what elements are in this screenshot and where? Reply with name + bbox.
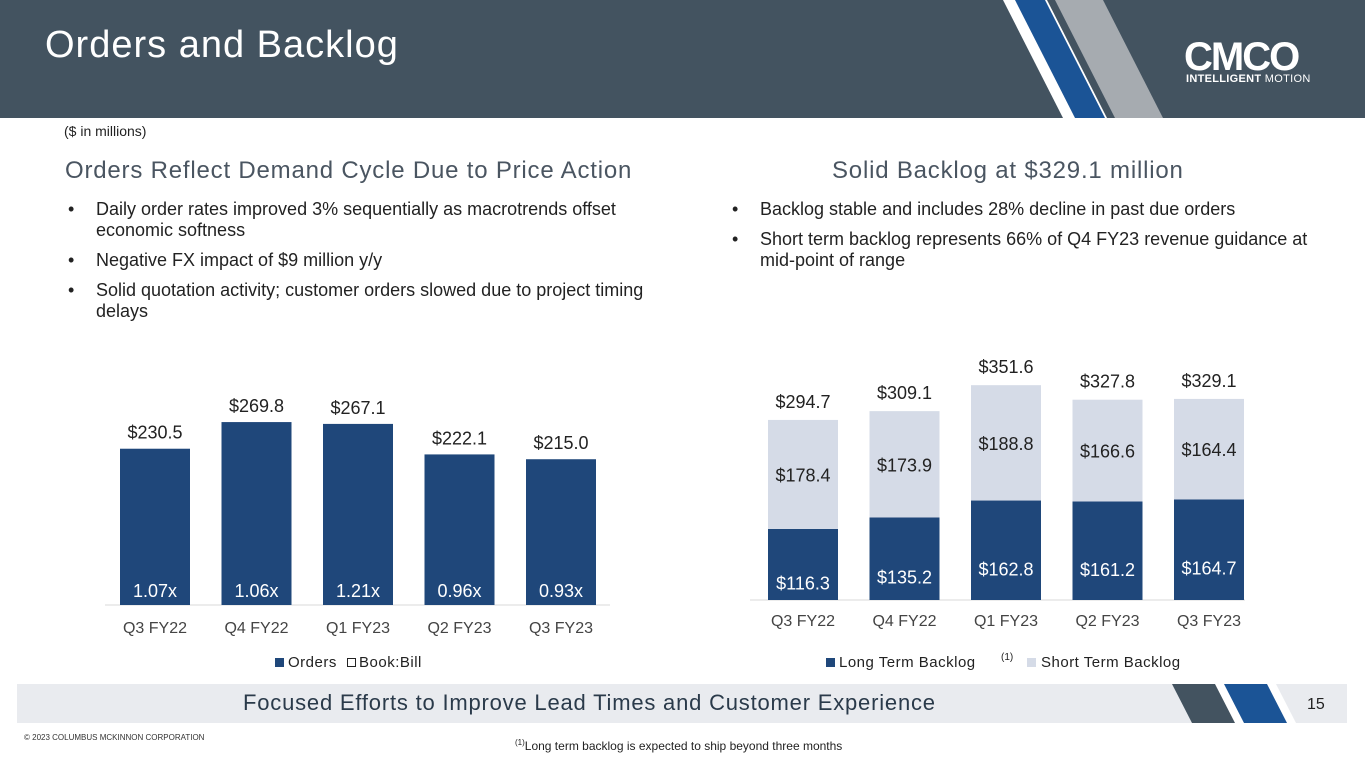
book-bill-label: 0.96x <box>437 581 481 601</box>
long-term-value-label: $116.3 <box>776 573 830 593</box>
footer-band-bg <box>17 684 1197 723</box>
footnote-text: Long term backlog is expected to ship be… <box>524 739 843 753</box>
orders-x-tick: Q3 FY23 <box>529 620 593 637</box>
footer-page-box <box>1276 684 1347 723</box>
long-term-bar <box>768 528 838 600</box>
legend-orders-label: Orders <box>288 654 337 671</box>
orders-value-label: $222.1 <box>432 428 487 448</box>
copyright: © 2023 COLUMBUS MCKINNON CORPORATION <box>24 733 205 742</box>
short-term-value-label: $188.8 <box>978 434 1033 454</box>
long-term-bar <box>869 517 940 600</box>
book-bill-label: 0.93x <box>539 581 583 601</box>
orders-bullet: Daily order rates improved 3% sequential… <box>63 199 693 241</box>
backlog-bullet: Backlog stable and includes 28% decline … <box>727 199 1327 220</box>
book-bill-label: 1.07x <box>133 581 177 601</box>
backlog-x-tick: Q3 FY22 <box>771 613 835 630</box>
orders-section-title: Orders Reflect Demand Cycle Due to Price… <box>65 157 633 184</box>
legend-orders-swatch <box>275 658 284 667</box>
book-bill-label: 1.06x <box>234 581 278 601</box>
footer-stripe-blue <box>1224 684 1287 723</box>
backlog-total-label: $351.6 <box>978 357 1033 377</box>
backlog-total-label: $327.8 <box>1080 372 1135 392</box>
orders-bullets: Daily order rates improved 3% sequential… <box>63 199 693 331</box>
logo-tag-bold: INTELLIGENT <box>1186 73 1262 85</box>
backlog-total-label: $309.1 <box>877 383 932 403</box>
backlog-total-label: $294.7 <box>775 392 830 412</box>
orders-bar <box>221 422 292 605</box>
orders-x-tick: Q4 FY22 <box>224 620 288 637</box>
short-term-value-label: $178.4 <box>775 465 830 485</box>
long-term-bar <box>1174 499 1244 600</box>
legend-long-term-swatch <box>826 658 835 667</box>
units-note: ($ in millions) <box>64 123 147 139</box>
page-title: Orders and Backlog <box>45 24 399 66</box>
long-term-value-label: $161.2 <box>1080 560 1135 580</box>
short-term-value-label: $173.9 <box>877 455 932 475</box>
page-number: 15 <box>1307 696 1325 713</box>
backlog-x-tick: Q3 FY23 <box>1177 613 1241 630</box>
backlog-bullets: Backlog stable and includes 28% decline … <box>727 199 1327 280</box>
orders-bar <box>323 423 393 605</box>
footnote-marker: (1) <box>515 738 525 747</box>
orders-x-tick: Q2 FY23 <box>427 620 491 637</box>
backlog-x-tick: Q2 FY23 <box>1075 613 1139 630</box>
legend-footnote-marker: (1) <box>1001 652 1013 663</box>
company-logo: CMCO <box>1184 35 1301 79</box>
backlog-chart: $116.3 $178.4 $294.7 Q3 FY22 $135.2 $173.9 $30… <box>750 357 1245 671</box>
legend-short-term-swatch <box>1027 658 1036 667</box>
legend-bookbill-swatch <box>347 658 356 667</box>
legend-bookbill-label: Book:Bill <box>359 654 422 671</box>
footer-stripe-dark <box>1172 684 1235 723</box>
backlog-x-tick: Q1 FY23 <box>974 613 1038 630</box>
orders-bar <box>120 448 190 605</box>
orders-bar <box>424 454 495 605</box>
orders-value-label: $215.0 <box>533 433 588 453</box>
orders-bullet: Solid quotation activity; customer order… <box>63 280 693 322</box>
stripe-gray <box>1055 0 1163 118</box>
orders-value-label: $267.1 <box>330 398 385 418</box>
header-stripes <box>1003 0 1163 118</box>
stripe-blue <box>1015 0 1105 118</box>
orders-value-label: $230.5 <box>127 423 182 443</box>
legend-long-term-label: Long Term Backlog <box>839 654 976 671</box>
orders-bullet: Negative FX impact of $9 million y/y <box>63 250 693 271</box>
orders-bar <box>526 459 596 605</box>
short-term-bar <box>1174 398 1244 500</box>
long-term-value-label: $164.7 <box>1181 559 1236 579</box>
logo-tag-rest: MOTION <box>1264 73 1311 85</box>
orders-x-tick: Q3 FY22 <box>123 620 187 637</box>
backlog-x-tick: Q4 FY22 <box>872 613 936 630</box>
orders-value-label: $269.8 <box>229 396 284 416</box>
long-term-value-label: $135.2 <box>877 568 932 588</box>
backlog-section-title: Solid Backlog at $329.1 million <box>832 157 1184 184</box>
backlog-bullet: Short term backlog represents 66% of Q4 … <box>727 229 1327 271</box>
short-term-value-label: $166.6 <box>1080 442 1135 462</box>
footer-message: Focused Efforts to Improve Lead Times an… <box>243 690 936 715</box>
book-bill-label: 1.21x <box>336 581 380 601</box>
logo-tagline: INTELLIGENT MOTION <box>1186 73 1311 85</box>
long-term-bar <box>971 500 1041 600</box>
header-banner: Orders and Backlog CMCO INTELLIGENT MOTI… <box>0 0 1365 118</box>
short-term-bar <box>768 419 838 529</box>
footer-band <box>17 684 1347 723</box>
footnote: (1)Long term backlog is expected to ship… <box>515 738 842 753</box>
short-term-bar <box>869 411 940 518</box>
orders-x-tick: Q1 FY23 <box>326 620 390 637</box>
short-term-value-label: $164.4 <box>1181 440 1236 460</box>
short-term-bar <box>1072 399 1143 502</box>
logo-mark: CMCO <box>1184 35 1299 79</box>
short-term-bar <box>971 385 1041 501</box>
long-term-value-label: $162.8 <box>978 559 1033 579</box>
orders-chart: $230.5 1.07x Q3 FY22 $269.8 1.06x Q4 FY22 $267… <box>105 396 610 671</box>
long-term-bar <box>1072 501 1143 600</box>
backlog-total-label: $329.1 <box>1181 371 1236 391</box>
legend-short-term-label: Short Term Backlog <box>1041 654 1181 671</box>
